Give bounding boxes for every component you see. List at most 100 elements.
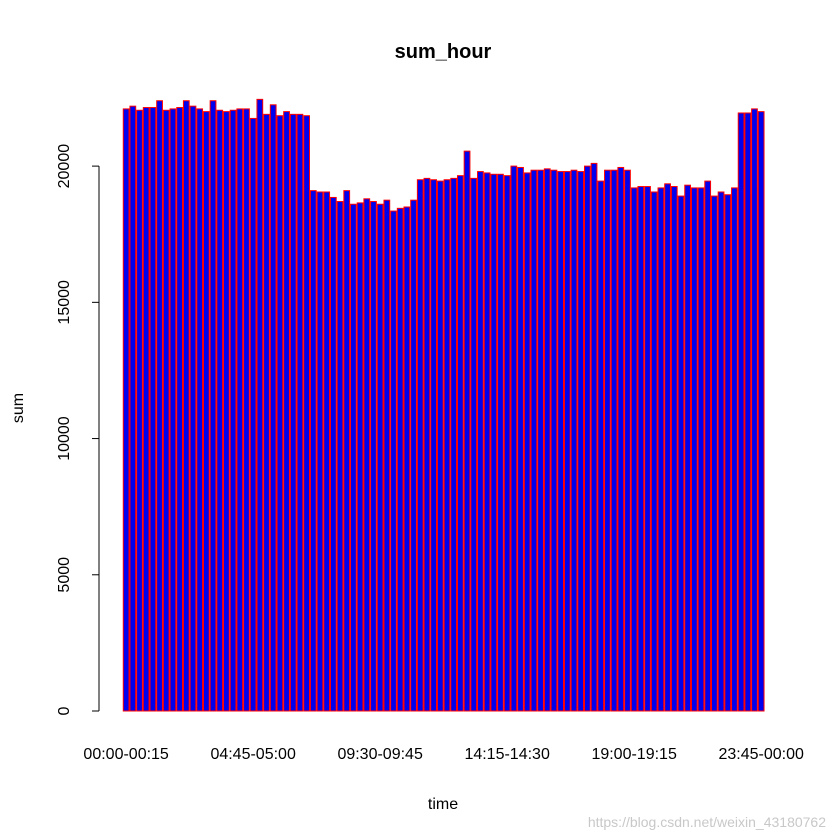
bar <box>543 168 551 712</box>
bar <box>430 179 437 712</box>
bar <box>182 100 190 712</box>
bar <box>303 115 310 712</box>
bar <box>610 169 618 712</box>
bar <box>463 150 471 712</box>
bar <box>744 112 752 712</box>
bar <box>503 175 511 712</box>
bar <box>670 186 678 712</box>
x-tick-label: 23:45-00:00 <box>718 746 804 763</box>
bar <box>537 169 544 712</box>
x-tick-label: 14:15-14:30 <box>464 746 550 763</box>
bar <box>737 112 745 712</box>
x-tick-label: 09:30-09:45 <box>337 746 423 763</box>
bar <box>229 109 237 712</box>
bar <box>617 166 625 712</box>
bar <box>383 199 391 712</box>
x-tick-label: 19:00-19:15 <box>591 746 677 763</box>
bar <box>269 104 277 712</box>
bar <box>236 108 244 712</box>
bar <box>436 180 444 712</box>
bar <box>570 169 578 712</box>
bar <box>456 175 464 712</box>
bar <box>263 113 270 712</box>
bar <box>189 105 197 712</box>
bar <box>142 107 150 712</box>
bar <box>443 179 451 712</box>
bar <box>283 111 290 712</box>
bar <box>583 165 591 712</box>
bar <box>243 108 250 712</box>
y-tick-label: 15000 <box>56 280 73 325</box>
bar <box>490 173 498 712</box>
bar <box>209 100 217 712</box>
y-axis-label: sum <box>10 393 27 423</box>
bar <box>256 98 264 712</box>
bar <box>156 100 163 712</box>
bar <box>530 169 538 712</box>
bar <box>724 194 732 712</box>
bar <box>751 108 758 712</box>
bar <box>370 201 377 712</box>
bar <box>162 109 170 712</box>
bar <box>336 201 344 712</box>
bar <box>630 187 638 712</box>
bar <box>122 108 130 712</box>
bar <box>470 177 478 712</box>
bar <box>363 198 371 712</box>
bar <box>717 191 725 712</box>
bar <box>316 191 324 712</box>
bar <box>704 180 712 712</box>
bar <box>350 203 357 712</box>
bar <box>523 172 531 712</box>
y-tick-label: 10000 <box>56 416 73 461</box>
bar <box>396 207 404 712</box>
bar <box>356 202 364 712</box>
x-tick-label: 04:45-05:00 <box>210 746 296 763</box>
bar <box>657 187 665 712</box>
y-tick-label: 5000 <box>56 557 73 593</box>
bar <box>276 115 284 712</box>
bar <box>176 107 183 712</box>
x-tick-label: 00:00-00:15 <box>83 746 169 763</box>
bar <box>510 165 518 712</box>
y-tick-label: 0 <box>56 706 73 715</box>
bar <box>309 190 317 712</box>
bar <box>323 191 331 712</box>
bar <box>477 171 484 712</box>
bar <box>376 203 384 712</box>
bar <box>550 169 558 712</box>
bar <box>483 172 491 712</box>
bar <box>650 191 658 712</box>
bar <box>423 177 431 712</box>
y-axis: 0 5000 10000 15000 20000 <box>56 144 100 715</box>
bar <box>624 169 631 712</box>
watermark: https://blog.csdn.net/weixin_43180762 <box>587 814 826 830</box>
bar <box>416 179 424 712</box>
x-axis-label: time <box>428 796 458 813</box>
bar <box>577 171 585 712</box>
bar <box>757 111 765 712</box>
bar <box>169 108 177 712</box>
bar <box>690 187 698 712</box>
bar <box>343 190 351 712</box>
bar <box>289 113 297 712</box>
bar <box>403 206 411 712</box>
bar <box>644 186 651 712</box>
bar <box>497 173 504 712</box>
bar <box>249 117 257 712</box>
x-axis: 00:00-00:15 04:45-05:00 09:30-09:45 14:15-1… <box>83 746 804 763</box>
chart-title: sum_hour <box>395 41 492 63</box>
bar <box>202 111 210 712</box>
bar <box>196 108 204 712</box>
bar <box>731 187 738 712</box>
bar <box>450 177 458 712</box>
bar <box>557 171 564 712</box>
bar <box>223 111 230 712</box>
bar <box>329 196 337 712</box>
bar <box>604 169 611 712</box>
bar <box>597 180 605 712</box>
y-tick-label: 20000 <box>56 144 73 189</box>
bar <box>590 162 598 712</box>
bar <box>684 184 692 712</box>
